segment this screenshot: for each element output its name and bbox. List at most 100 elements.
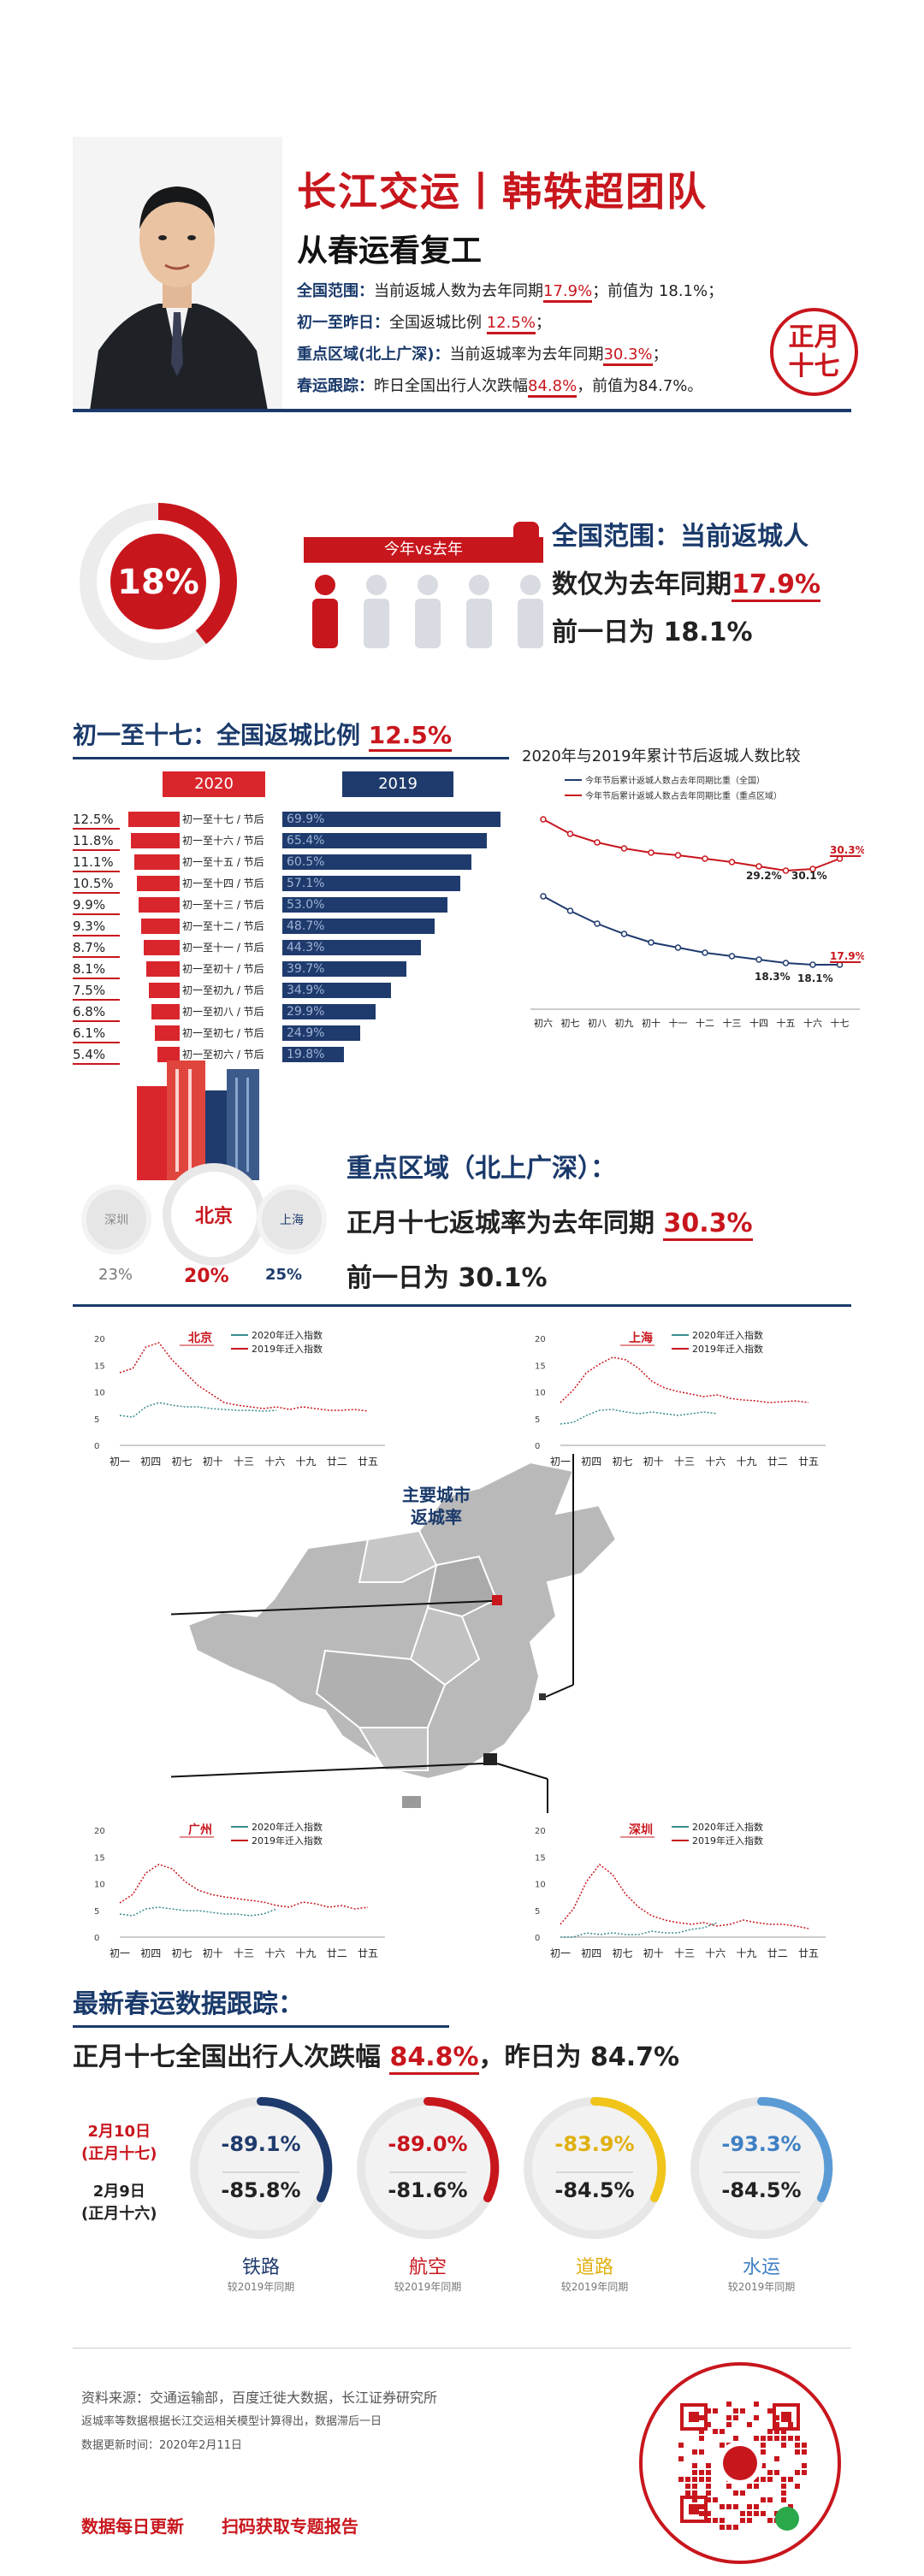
series-point [809,961,816,968]
date-current-line2: (正月十七) [81,2145,157,2163]
y-tick-label: 5 [535,1415,540,1425]
mode-value-current: -89.0% [388,2132,468,2156]
compare-chart-title: 2020年与2019年累计节后返城人数比较 [522,747,801,765]
legend-label: 2020年迁入指数 [692,1821,763,1833]
national-ring: 18% [80,503,237,660]
x-tick-label: 廿五 [798,1456,819,1468]
x-tick-label: 十六 [803,1017,822,1029]
ratio-row: 11.1% 初一至十五 / 节后 60.5% [73,854,509,875]
ratio-label: 初一至十四 / 节后 [182,877,264,889]
ratio-value-2020: 10.5% [73,875,120,894]
ratio-label: 初一至十一 / 节后 [182,942,264,954]
train-icon [513,522,539,542]
series-point [782,867,790,874]
series-point [594,920,601,927]
ratio-row: 8.7% 初一至十一 / 节后 44.3% [73,939,509,960]
x-tick-label: 初一 [550,1947,571,1959]
x-tick-label: 十九 [295,1947,316,1959]
qr-finder [680,2403,708,2431]
transport-modes: -89.1% -85.8% 铁路 较2019年同期 -89.0% -81.6% 航空 较201… [184,2091,851,2296]
header-line-highlight: 84.8% [528,377,578,398]
ratio-row: 6.1% 初一至初七 / 节后 24.9% [73,1025,509,1046]
city-name: 北京 [194,1206,233,1227]
transport-ring [690,2096,833,2239]
tracking-title: 最新春运数据跟踪： [73,1989,304,2019]
ratio-value-2019: 48.7% [287,919,325,933]
mini-chart-guangzhou: 20 15 10 5 0 初一 初四 初七 初十 十三 十六 十九 廿二 廿五 广州 2020年迁入指数 201… [94,1821,385,1959]
footer-note1: 返城率等数据根据长江交运相关模型计算得出，数据滞后一日 [81,2415,382,2428]
tracking-line: 正月十七全国出行人次跌幅 84.8%，昨日为 84.7% [73,2035,679,2075]
series-point [674,944,682,951]
ratio-bar-2019 [282,833,487,848]
qr-finder [680,2496,708,2523]
header-line-tracking: 春运跟踪：昨日全国出行人次跌幅84.8%，前值为84.7%。 [297,370,776,402]
key-region-line2: 正月十七返城率为去年同期 30.3% [346,1196,860,1251]
header-line-label: 春运跟踪： [297,377,374,395]
mini-chart-shenzhen: 20 15 10 5 0 初一 初四 初七 初十 十三 十六 十九 廿二 廿五 深圳 2020年迁入指数 201… [535,1821,826,1959]
legend-label: 2020年迁入指数 [692,1329,763,1341]
ratio-value-2020: 9.3% [73,918,120,936]
qr-code[interactable] [637,2360,843,2566]
x-tick-label: 十六 [264,1456,285,1468]
x-tick-label: 十三 [674,1947,695,1959]
national-section: 18% 今年vs去年 全国范围：当前返城人 数仅为去年同期17.9% 前一日为 … [73,496,851,701]
ratio-row: 12.5% 初一至十七 / 节后 69.9% [73,811,509,832]
tracking-line-text: 正月十七全国出行人次跌幅 [73,2042,390,2072]
x-tick-label: 初八 [588,1017,607,1029]
ratio-value-2019: 19.8% [287,1048,325,1061]
ratio-bar-2020 [149,983,180,998]
header-line-label: 初一至昨日： [297,314,389,332]
ratio-divider [73,757,509,759]
x-tick-label: 廿五 [798,1947,819,1959]
person-icon [415,575,441,648]
ratio-row: 5.4% 初一至初六 / 节后 19.8% [73,1046,509,1067]
legend-2020-label: 2020 [194,775,234,793]
ratio-row: 6.8% 初一至初八 / 节后 29.9% [73,1003,509,1025]
mini-chart-shanghai: 20 15 10 5 0 初一 初四 初七 初十 十三 十六 十九 廿二 廿五 上海 2020年迁入指数 201… [535,1329,826,1468]
key-region-title: 重点区域（北上广深）： [346,1154,616,1184]
date-current: 2月10日 (正月十七) [81,2121,157,2165]
series-line-2020 [119,1402,277,1418]
mode-name: 航空 [408,2257,447,2278]
ratio-title-text: 初一至十七：全国返城比例 [73,721,369,749]
data-label: 29.2% [746,870,782,882]
y-tick-label: 15 [535,1362,546,1371]
mini-chart-city: 广州 [188,1823,212,1837]
ratio-bar-2019 [282,961,406,977]
legend-label: 2019年迁入指数 [252,1343,323,1355]
y-tick-label: 10 [94,1881,105,1890]
header-line-highlight: 30.3% [603,346,653,366]
y-tick-label: 20 [94,1827,105,1836]
x-tick-label: 初七 [612,1947,632,1959]
person-icon [364,575,389,648]
series-line-2019 [119,1342,369,1412]
footer-note2: 数据更新时间：2020年2月11日 [81,2439,242,2452]
series-point [620,845,628,852]
person-icon [312,575,338,648]
transport-mode-card: -83.9% -84.5% 道路 较2019年同期 [518,2091,672,2296]
mini-chart-city: 上海 [629,1331,653,1345]
footer-source: 资料来源：交通运输部，百度迁徙大数据，长江证券研究所 [81,2390,438,2406]
series-line-2019 [560,1356,809,1403]
ratio-value-2019: 34.9% [287,984,325,997]
ratio-bar-2020 [155,1025,180,1041]
ratio-value-2020: 12.5% [73,811,120,830]
footer-notes: 资料来源：交通运输部，百度迁徙大数据，长江证券研究所 返城率等数据根据长江交运相… [81,2386,437,2458]
series-point [566,830,574,837]
key-region-text: 重点区域（北上广深）： 正月十七返城率为去年同期 30.3% 前一日为 30.1… [346,1142,860,1306]
national-line2-highlight: 17.9% [732,570,821,602]
ratio-row: 10.5% 初一至十四 / 节后 57.1% [73,875,509,896]
x-tick-label: 十三 [723,1017,742,1029]
ratio-value-2019: 39.7% [287,962,325,976]
series-point [566,907,574,914]
ratio-value-2019: 53.0% [287,898,325,912]
footer-cta: 数据每日更新 扫码获取专题报告 [81,2513,358,2538]
mode-name: 道路 [575,2257,613,2278]
transport-ring [524,2096,666,2239]
footer-cta-scan[interactable]: 扫码获取专题报告 [221,2516,358,2537]
mode-name: 铁路 [241,2257,280,2278]
ratio-row: 9.3% 初一至十二 / 节后 48.7% [73,918,509,939]
series-point [782,960,790,966]
portrait-image [73,137,282,411]
mini-chart-beijing: 20 15 10 5 0 初一 初四 初七 初十 十三 十六 十九 廿二 廿五 北京 2020年迁入指数 201… [94,1329,385,1468]
